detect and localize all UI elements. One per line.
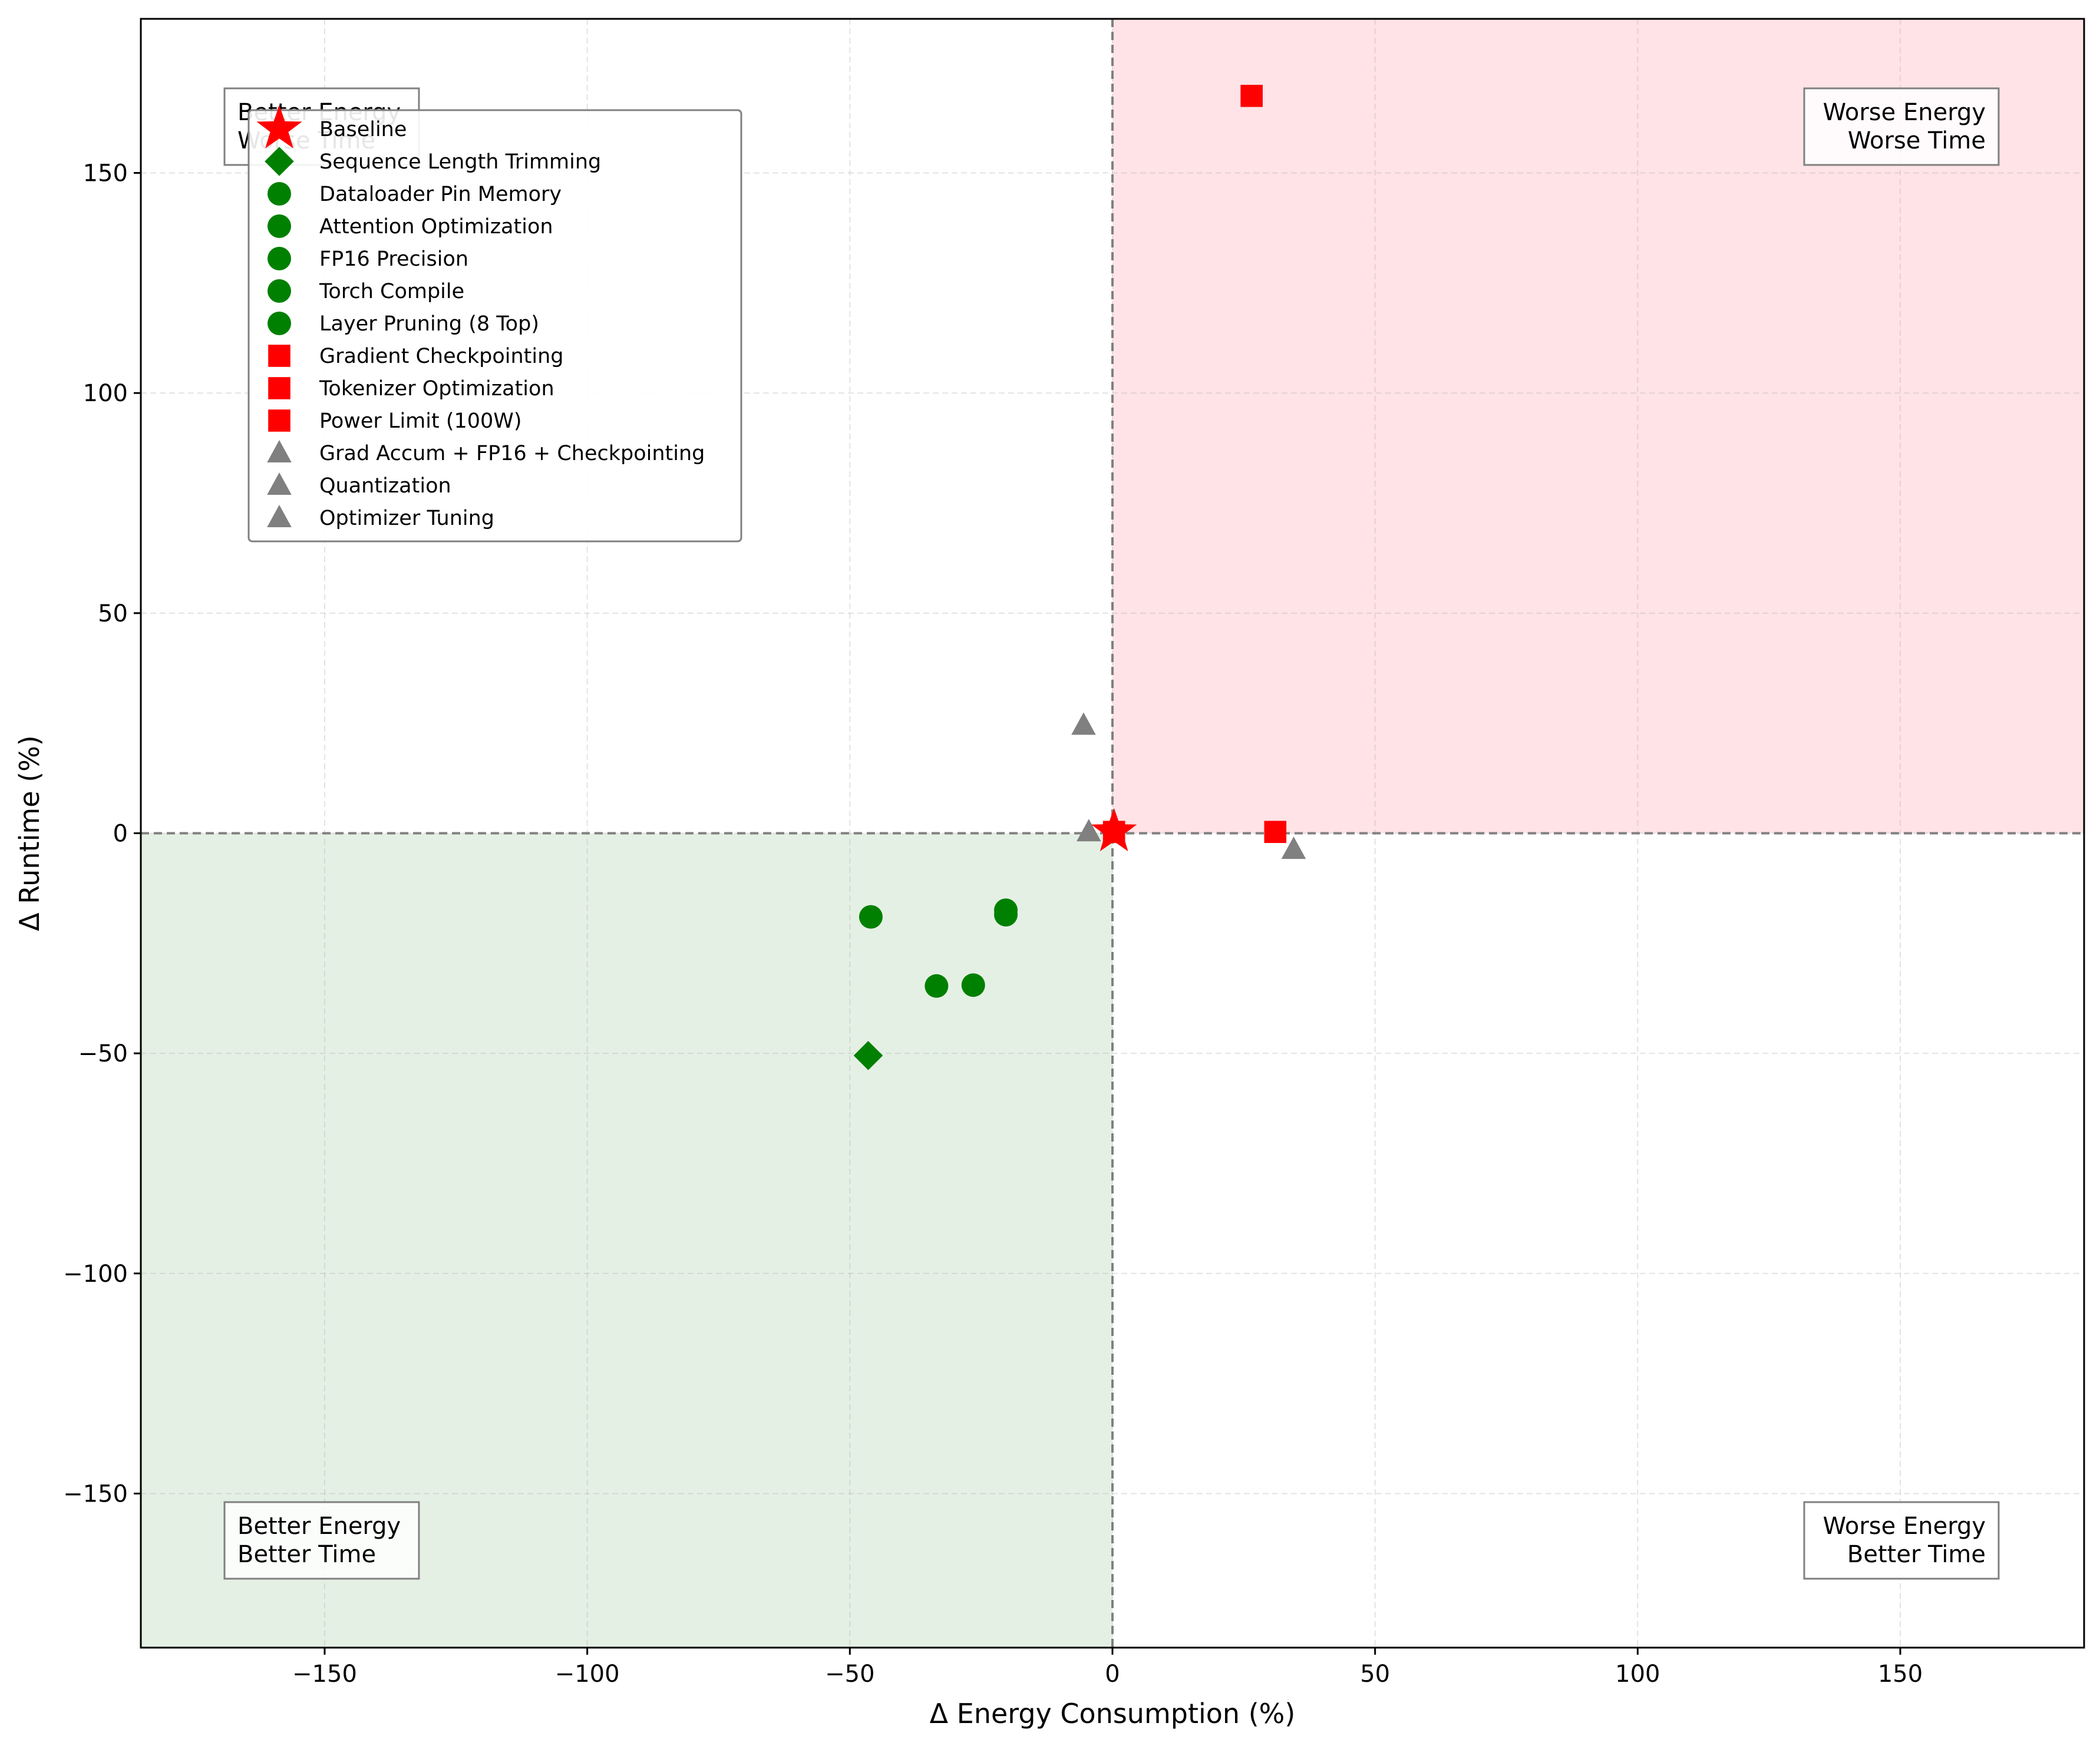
y-tick-label: 100: [83, 380, 128, 407]
y-axis-ticks: −150 −100 −50 0 50 100 150: [63, 160, 141, 1507]
legend-marker-circle: [268, 312, 291, 335]
x-axis-label: Δ Energy Consumption (%): [930, 1698, 1296, 1730]
data-point-circle: [994, 902, 1018, 927]
x-tick-label: −50: [825, 1661, 874, 1688]
quadrant-label-box: [1803, 1501, 2000, 1580]
legend-entry: Attention Optimization: [268, 214, 553, 239]
data-point-circle: [924, 974, 949, 998]
y-tick-label: −50: [78, 1040, 128, 1067]
quadrant-label-line: Worse Energy: [1823, 99, 1986, 126]
x-tick-label: 100: [1615, 1661, 1660, 1688]
legend-entry: Power Limit (100W): [268, 409, 522, 433]
quadrant-label-line: Worse Energy: [1823, 1513, 1986, 1540]
y-axis-label: Δ Runtime (%): [14, 735, 45, 931]
data-points: [853, 84, 1306, 1070]
data-point-circle: [859, 905, 883, 929]
legend: Baseline Sequence Length Trimming Dataload…: [247, 105, 742, 543]
y-tick-label: −150: [63, 1480, 128, 1507]
quadrant-label-line: Better Time: [1847, 1541, 1986, 1568]
legend-label: Power Limit (100W): [319, 409, 522, 433]
legend-entry: Sequence Length Trimming: [265, 147, 601, 176]
data-point-triangle: [1077, 819, 1101, 842]
data-point-star: [1091, 808, 1137, 852]
legend-entry: Dataloader Pin Memory: [268, 182, 562, 206]
legend-label: Torch Compile: [319, 280, 464, 303]
quadrant-label-line: Worse Time: [1848, 127, 1986, 154]
quadrant-label-box: [223, 1501, 420, 1580]
data-point-triangle: [1071, 712, 1096, 735]
legend-label: Sequence Length Trimming: [319, 150, 601, 174]
data-point-square: [1240, 84, 1263, 107]
legend-marker-circle: [268, 247, 291, 270]
legend-entry: Quantization: [267, 472, 451, 498]
y-tick-label: 150: [83, 160, 128, 187]
x-tick-label: 150: [1878, 1661, 1923, 1688]
legend-entry: Layer Pruning (8 Top): [268, 312, 539, 336]
y-tick-label: 50: [98, 600, 128, 627]
legend-label: Gradient Checkpointing: [319, 345, 564, 368]
legend-entry: FP16 Precision: [268, 247, 468, 271]
legend-label: Tokenizer Optimization: [319, 377, 554, 401]
legend-marker-circle: [268, 182, 291, 206]
y-tick-label: 0: [113, 821, 128, 848]
y-tick-label: −100: [63, 1261, 128, 1288]
data-point-diamond: [853, 1041, 883, 1070]
data-point-circle: [961, 973, 985, 997]
legend-entry: Baseline: [256, 105, 407, 148]
legend-entry: Gradient Checkpointing: [268, 345, 564, 368]
legend-marker-circle: [268, 214, 291, 238]
legend-entry: Grad Accum + FP16 + Checkpointing: [267, 440, 705, 465]
x-tick-label: −100: [555, 1661, 620, 1688]
legend-entry: Optimizer Tuning: [267, 505, 494, 530]
legend-marker-square: [268, 377, 290, 399]
legend-marker-triangle: [267, 440, 292, 462]
x-tick-label: 50: [1360, 1661, 1390, 1688]
legend-entry: Tokenizer Optimization: [268, 377, 554, 401]
quadrant-label-line: Better Energy: [237, 1513, 401, 1540]
legend-label: Baseline: [319, 118, 407, 141]
x-tick-label: 0: [1105, 1661, 1120, 1688]
legend-label: Attention Optimization: [319, 215, 553, 239]
x-tick-label: −150: [292, 1661, 357, 1688]
x-axis-ticks: −150 −100 −50 0 50 100 150: [292, 1648, 1923, 1688]
quadrant-label-box: [1803, 87, 2000, 166]
legend-marker-circle: [268, 279, 291, 303]
legend-marker-square: [268, 409, 290, 432]
legend-entry: Torch Compile: [268, 279, 464, 303]
legend-label: Layer Pruning (8 Top): [319, 312, 539, 336]
legend-label: Quantization: [319, 474, 451, 498]
legend-marker-triangle: [267, 505, 292, 527]
legend-marker-triangle: [267, 472, 292, 495]
legend-marker-square: [268, 345, 290, 367]
data-point-triangle: [1281, 836, 1306, 859]
legend-label: FP16 Precision: [319, 247, 468, 271]
legend-label: Optimizer Tuning: [319, 507, 494, 530]
legend-marker-diamond: [265, 147, 294, 176]
legend-label: Grad Accum + FP16 + Checkpointing: [319, 442, 705, 465]
quadrant-label-line: Better Time: [237, 1541, 376, 1568]
legend-label: Dataloader Pin Memory: [319, 183, 562, 206]
data-point-square: [1264, 821, 1287, 844]
legend-marker-star: [256, 105, 302, 148]
legend-box: [247, 109, 742, 543]
